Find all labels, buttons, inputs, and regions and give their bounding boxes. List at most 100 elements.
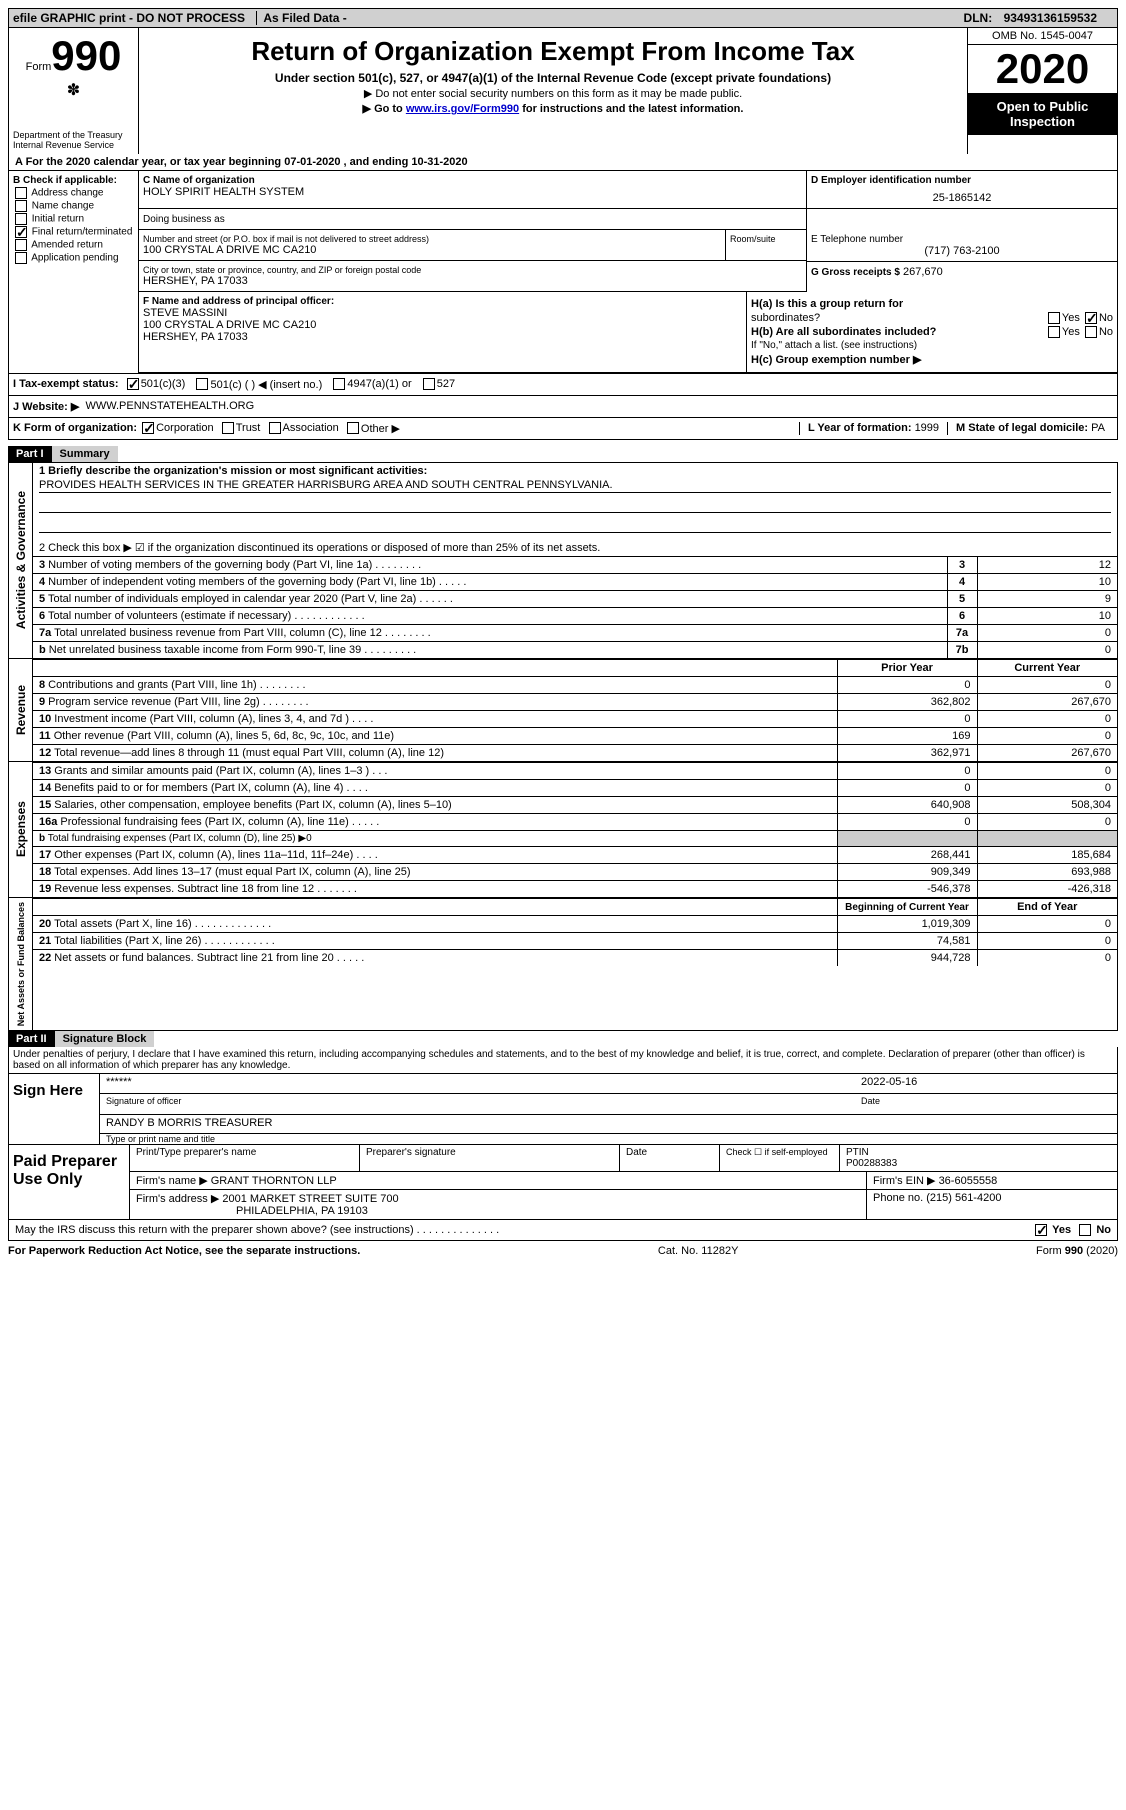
form-box: Form990 ✽ Department of the Treasury Int… [9, 28, 139, 154]
section-j: J Website: ▶ WWW.PENNSTATEHEALTH.ORG [8, 396, 1118, 418]
website-value: WWW.PENNSTATEHEALTH.ORG [85, 400, 254, 413]
prep-sig-label: Preparer's signature [360, 1145, 620, 1171]
section-b-checkbox[interactable] [15, 187, 27, 199]
trust-checkbox[interactable] [222, 422, 234, 434]
signature-stars: ****** [106, 1076, 861, 1088]
section-b-checkbox[interactable] [15, 226, 27, 238]
sig-officer-label: Signature of officer [106, 1096, 861, 1112]
section-e-label: E Telephone number [811, 234, 1113, 245]
corp-checkbox[interactable] [142, 422, 154, 434]
officer-addr2: HERSHEY, PA 17033 [143, 331, 742, 343]
officer-addr1: 100 CRYSTAL A DRIVE MC CA210 [143, 319, 742, 331]
dept-line1: Department of the Treasury [13, 130, 134, 140]
other-checkbox[interactable] [347, 422, 359, 434]
section-c-label: C Name of organization [143, 175, 802, 186]
assoc-checkbox[interactable] [269, 422, 281, 434]
ha-label: H(a) Is this a group return for [751, 298, 903, 310]
vert-exp: Expenses [12, 797, 30, 861]
officer-name: STEVE MASSINI [143, 307, 742, 319]
section-a: A For the 2020 calendar year, or tax yea… [8, 154, 1118, 171]
street-value: 100 CRYSTAL A DRIVE MC CA210 [143, 244, 721, 256]
dln-value: 93493136159532 [1004, 11, 1097, 25]
hb-yes-checkbox[interactable] [1048, 326, 1060, 338]
501c3-checkbox[interactable] [127, 378, 139, 390]
ha-yes-checkbox[interactable] [1048, 312, 1060, 324]
part-i-title: Summary [52, 446, 118, 462]
city-label: City or town, state or province, country… [143, 265, 802, 275]
hc-label: H(c) Group exemption number ▶ [751, 354, 921, 366]
form-footer: Form 990 (2020) [1036, 1245, 1118, 1257]
section-b-item: Amended return [13, 239, 134, 251]
part-i-header: Part I [8, 446, 52, 462]
section-m-label: M State of legal domicile: [956, 422, 1088, 434]
form-number: 990 [51, 32, 121, 79]
section-b-item: Final return/terminated [13, 226, 134, 238]
section-b-item: Name change [13, 200, 134, 212]
year-box: OMB No. 1545-0047 2020 Open to Public In… [967, 28, 1117, 154]
q1-label: 1 Briefly describe the organization's mi… [33, 463, 1117, 479]
firm-name-label: Firm's name ▶ [136, 1175, 208, 1187]
footer: For Paperwork Reduction Act Notice, see … [8, 1241, 1118, 1261]
firm-addr1: 2001 MARKET STREET SUITE 700 [222, 1193, 398, 1205]
date-label: Date [861, 1096, 1111, 1112]
section-f-label: F Name and address of principal officer: [143, 296, 742, 307]
section-g-label: G Gross receipts $ [811, 267, 900, 278]
section-i: I Tax-exempt status: 501(c)(3) 501(c) ( … [8, 374, 1118, 396]
penalty-text: Under penalties of perjury, I declare th… [8, 1047, 1118, 1074]
section-b-item: Application pending [13, 252, 134, 264]
section-k-label: K Form of organization: [13, 422, 137, 434]
phone-label: Phone no. [873, 1192, 923, 1204]
mission-text: PROVIDES HEALTH SERVICES IN THE GREATER … [39, 479, 1111, 493]
dept-line2: Internal Revenue Service [13, 140, 134, 150]
section-b-checkbox[interactable] [15, 239, 27, 251]
subtitle: Under section 501(c), 527, or 4947(a)(1)… [147, 71, 959, 85]
room-label: Room/suite [730, 234, 802, 244]
form-word: Form [26, 61, 52, 73]
title-box: Return of Organization Exempt From Incom… [139, 28, 967, 154]
discuss-text: May the IRS discuss this return with the… [15, 1224, 499, 1236]
hb-no-checkbox[interactable] [1085, 326, 1097, 338]
q2-text: 2 Check this box ▶ ☑ if the organization… [33, 539, 1117, 556]
city-value: HERSHEY, PA 17033 [143, 275, 802, 287]
vert-ag: Activities & Governance [12, 487, 30, 633]
rev-table: Prior YearCurrent Year8 Contributions an… [33, 659, 1117, 761]
top-bar: efile GRAPHIC print - DO NOT PROCESS As … [8, 8, 1118, 28]
mission-blank1 [39, 499, 1111, 513]
ptin-value: P00288383 [846, 1158, 897, 1169]
org-name: HOLY SPIRIT HEALTH SYSTEM [143, 186, 802, 198]
goto-post: for instructions and the latest informat… [519, 103, 743, 115]
ptin-label: PTIN [846, 1147, 869, 1158]
sign-here-label: Sign Here [9, 1074, 99, 1144]
firm-addr-label: Firm's address ▶ [136, 1193, 219, 1205]
prep-date-label: Date [620, 1145, 720, 1171]
527-checkbox[interactable] [423, 378, 435, 390]
dba-label: Doing business as [143, 214, 225, 225]
dln-label: DLN: [964, 11, 993, 25]
4947-checkbox[interactable] [333, 378, 345, 390]
hb-label: H(b) Are all subordinates included? [751, 326, 936, 338]
ssn-warning: ▶ Do not enter social security numbers o… [147, 87, 959, 100]
section-b-checkbox[interactable] [15, 200, 27, 212]
discuss-no-checkbox[interactable] [1079, 1224, 1091, 1236]
501c-checkbox[interactable] [196, 378, 208, 390]
ha-no-checkbox[interactable] [1085, 312, 1097, 324]
prep-name-label: Print/Type preparer's name [130, 1145, 360, 1171]
ag-table: 3 Number of voting members of the govern… [33, 556, 1117, 658]
phone-value: (215) 561-4200 [926, 1192, 1001, 1204]
section-b-checkbox[interactable] [15, 252, 27, 264]
discuss-yes-checkbox[interactable] [1035, 1224, 1047, 1236]
exp-table: 13 Grants and similar amounts paid (Part… [33, 762, 1117, 897]
net-table: Beginning of Current YearEnd of Year20 T… [33, 898, 1117, 966]
irs-link[interactable]: www.irs.gov/Form990 [406, 103, 519, 115]
discuss-row: May the IRS discuss this return with the… [8, 1220, 1118, 1241]
self-employed-label: Check ☐ if self-employed [720, 1145, 840, 1171]
section-b-item: Initial return [13, 213, 134, 225]
main-info-grid: B Check if applicable: Address change Na… [8, 171, 1118, 374]
part-ii-title: Signature Block [55, 1031, 155, 1047]
paperwork-notice: For Paperwork Reduction Act Notice, see … [8, 1245, 360, 1257]
paid-prep-label: Paid Preparer Use Only [9, 1145, 129, 1219]
state-domicile: PA [1091, 422, 1105, 434]
asfiled-text: As Filed Data - [256, 11, 346, 25]
main-title: Return of Organization Exempt From Incom… [147, 36, 959, 67]
gross-receipts: 267,670 [903, 266, 943, 278]
